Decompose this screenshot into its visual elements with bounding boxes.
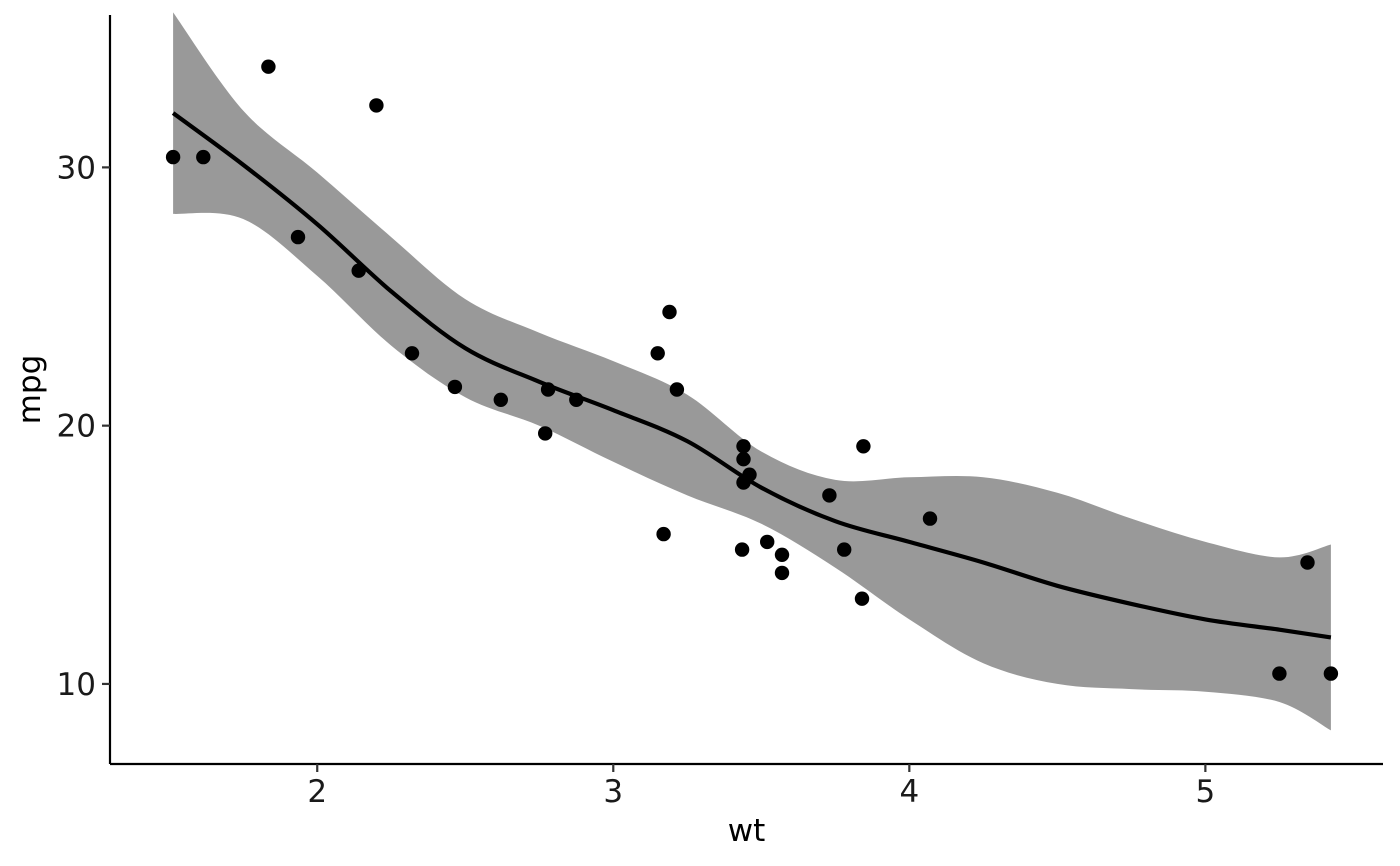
x-tick-label: 2 bbox=[307, 774, 327, 810]
data-point bbox=[854, 591, 870, 606]
data-point bbox=[742, 467, 757, 482]
data-point bbox=[656, 526, 671, 542]
y-tick-label: 30 bbox=[57, 150, 96, 186]
data-point bbox=[922, 511, 938, 526]
axes: 2 3 4 5 10 20 30 bbox=[57, 15, 1383, 810]
data-point bbox=[734, 542, 750, 557]
data-point bbox=[774, 547, 790, 562]
y-tick-label: 10 bbox=[57, 667, 96, 703]
data-point bbox=[662, 304, 677, 320]
data-points-layer bbox=[165, 59, 1339, 681]
data-point bbox=[290, 229, 306, 245]
y-axis-ticks: 10 20 30 bbox=[57, 150, 110, 703]
data-point bbox=[1323, 666, 1339, 681]
data-point bbox=[774, 565, 790, 581]
data-point bbox=[669, 382, 685, 397]
x-axis-title: wt bbox=[728, 813, 766, 849]
data-point bbox=[822, 488, 837, 503]
data-point bbox=[1272, 666, 1287, 681]
data-point bbox=[196, 149, 211, 165]
data-point bbox=[760, 534, 775, 550]
data-point bbox=[1300, 555, 1315, 570]
data-point bbox=[165, 149, 181, 165]
x-axis-ticks: 2 3 4 5 bbox=[307, 764, 1215, 810]
confidence-band bbox=[173, 12, 1331, 731]
data-point bbox=[351, 263, 366, 278]
data-point bbox=[261, 59, 276, 74]
x-tick-label: 3 bbox=[603, 774, 623, 810]
x-tick-label: 5 bbox=[1196, 774, 1216, 810]
y-axis-title: mpg bbox=[12, 355, 48, 425]
y-tick-label: 20 bbox=[57, 409, 96, 445]
data-point bbox=[538, 426, 553, 441]
data-point bbox=[540, 382, 556, 397]
confidence-band-layer bbox=[173, 12, 1331, 731]
data-point bbox=[736, 452, 751, 467]
data-point bbox=[736, 439, 751, 454]
data-point bbox=[650, 346, 665, 361]
data-point bbox=[569, 392, 584, 407]
data-point bbox=[837, 542, 852, 557]
data-point bbox=[404, 346, 420, 361]
data-point bbox=[369, 98, 384, 113]
data-point bbox=[447, 379, 463, 395]
x-tick-label: 4 bbox=[899, 774, 919, 810]
data-point bbox=[856, 439, 871, 454]
data-point bbox=[493, 392, 508, 407]
